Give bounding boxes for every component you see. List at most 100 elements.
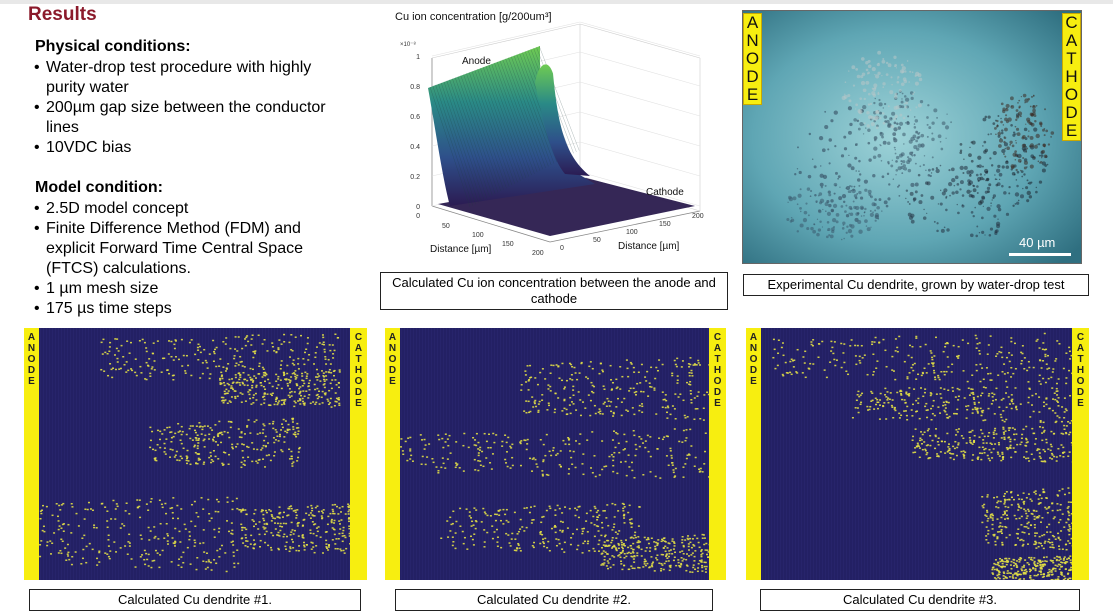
dendrite-cell [856, 407, 859, 409]
dendrite-speck [902, 160, 906, 164]
dendrite-cell [149, 501, 152, 503]
dendrite-cell [240, 461, 243, 464]
dendrite-speck [830, 119, 834, 123]
dendrite-cell [236, 350, 239, 352]
dendrite-cell [401, 450, 404, 452]
dendrite-cell [1038, 380, 1041, 383]
dendrite-speck [810, 226, 814, 231]
dendrite-cell [471, 538, 474, 541]
dendrite-cell [930, 407, 933, 410]
dendrite-cell [404, 440, 407, 443]
dendrite-cell [255, 384, 258, 387]
dendrite-cell [546, 409, 549, 411]
dendrite-cell [656, 559, 659, 561]
dendrite-cell [1000, 528, 1003, 531]
model-condition-list: 2.5D model conceptFinite Difference Meth… [34, 199, 334, 319]
dendrite-cell [42, 525, 45, 528]
dendrite-speck [929, 174, 932, 178]
dendrite-speck [1025, 151, 1028, 153]
dendrite-speck [1008, 185, 1011, 189]
dendrite-cell [238, 436, 241, 438]
dendrite-cell [1003, 498, 1006, 501]
dendrite-cell [1068, 492, 1071, 494]
dendrite-cell [305, 390, 308, 392]
dendrite-cell [689, 357, 692, 359]
dendrite-speck [1027, 97, 1031, 101]
dendrite-cell [899, 389, 902, 392]
dendrite-cell [1033, 458, 1036, 461]
mesh-line [539, 45, 580, 151]
dendrite-cell [230, 396, 233, 398]
dendrite-cell [976, 407, 979, 410]
dendrite-cell [697, 359, 700, 362]
dendrite-cell [545, 509, 548, 512]
dendrite-cell [143, 549, 146, 552]
dendrite-cell [180, 425, 183, 428]
dendrite-cell [631, 567, 634, 569]
dendrite-cell [479, 446, 482, 449]
dendrite-speck [887, 63, 892, 68]
z-tick-label: 0 [416, 204, 420, 211]
dendrite-speck [953, 184, 956, 187]
dendrite-cell [682, 558, 685, 560]
dendrite-cell [473, 458, 476, 461]
dendrite-cell [1051, 454, 1054, 456]
dendrite-cell [637, 371, 640, 374]
dendrite-cell [905, 392, 908, 395]
dendrite-speck [882, 121, 886, 125]
dendrite-cell [250, 534, 253, 537]
dendrite-cell [234, 376, 237, 379]
dendrite-cell [283, 333, 286, 336]
dendrite-cell [1005, 510, 1008, 512]
dendrite-cell [661, 406, 664, 408]
dendrite-cell [484, 512, 487, 515]
dendrite-cell [544, 537, 547, 540]
dendrite-speck [821, 148, 826, 153]
dendrite-cell [1009, 446, 1012, 449]
dendrite-speck [901, 92, 904, 95]
dendrite-cell [996, 531, 999, 533]
dendrite-speck [891, 83, 893, 86]
dendrite-cell [1001, 532, 1004, 535]
dendrite-cell [812, 363, 815, 365]
dendrite-cell [945, 413, 948, 416]
dendrite-cell [694, 364, 697, 366]
mesh-line [513, 55, 555, 164]
dendrite-cell [601, 370, 604, 373]
dendrite-speck [796, 203, 799, 206]
dendrite-speck [959, 180, 964, 185]
dendrite-speck [981, 216, 984, 220]
dendrite-cell [969, 439, 972, 442]
dendrite-cell [171, 537, 174, 539]
dendrite-cell [871, 399, 874, 402]
dendrite-cell [107, 545, 110, 547]
dendrite-cell [1008, 360, 1011, 363]
dendrite-cell [291, 465, 294, 467]
dendrite-cell [919, 437, 922, 439]
dendrite-cell [647, 537, 650, 539]
dendrite-cell [1067, 529, 1070, 531]
dendrite-speck [892, 137, 896, 140]
dendrite-cell [85, 545, 88, 548]
dendrite-speck [972, 188, 977, 193]
dendrite-cell [286, 364, 289, 367]
dendrite-speck [848, 70, 850, 72]
dendrite-cell [622, 544, 625, 546]
dendrite-cell [532, 546, 535, 549]
dendrite-cell [194, 541, 197, 544]
dendrite-cell [635, 390, 638, 393]
dendrite-cell [991, 572, 994, 574]
dendrite-cell [446, 438, 449, 440]
dendrite-cell [495, 528, 498, 531]
dendrite-cell [60, 527, 63, 529]
dendrite-cell [107, 555, 110, 558]
dendrite-cell [689, 363, 692, 366]
dendrite-cell [845, 370, 848, 373]
dendrite-cell [150, 498, 153, 500]
dendrite-speck [950, 167, 955, 172]
dendrite-cell [183, 523, 186, 526]
dendrite-cell [605, 465, 608, 467]
dendrite-cell [664, 555, 667, 558]
dendrite-speck [926, 123, 929, 126]
dendrite-cell [583, 540, 586, 543]
